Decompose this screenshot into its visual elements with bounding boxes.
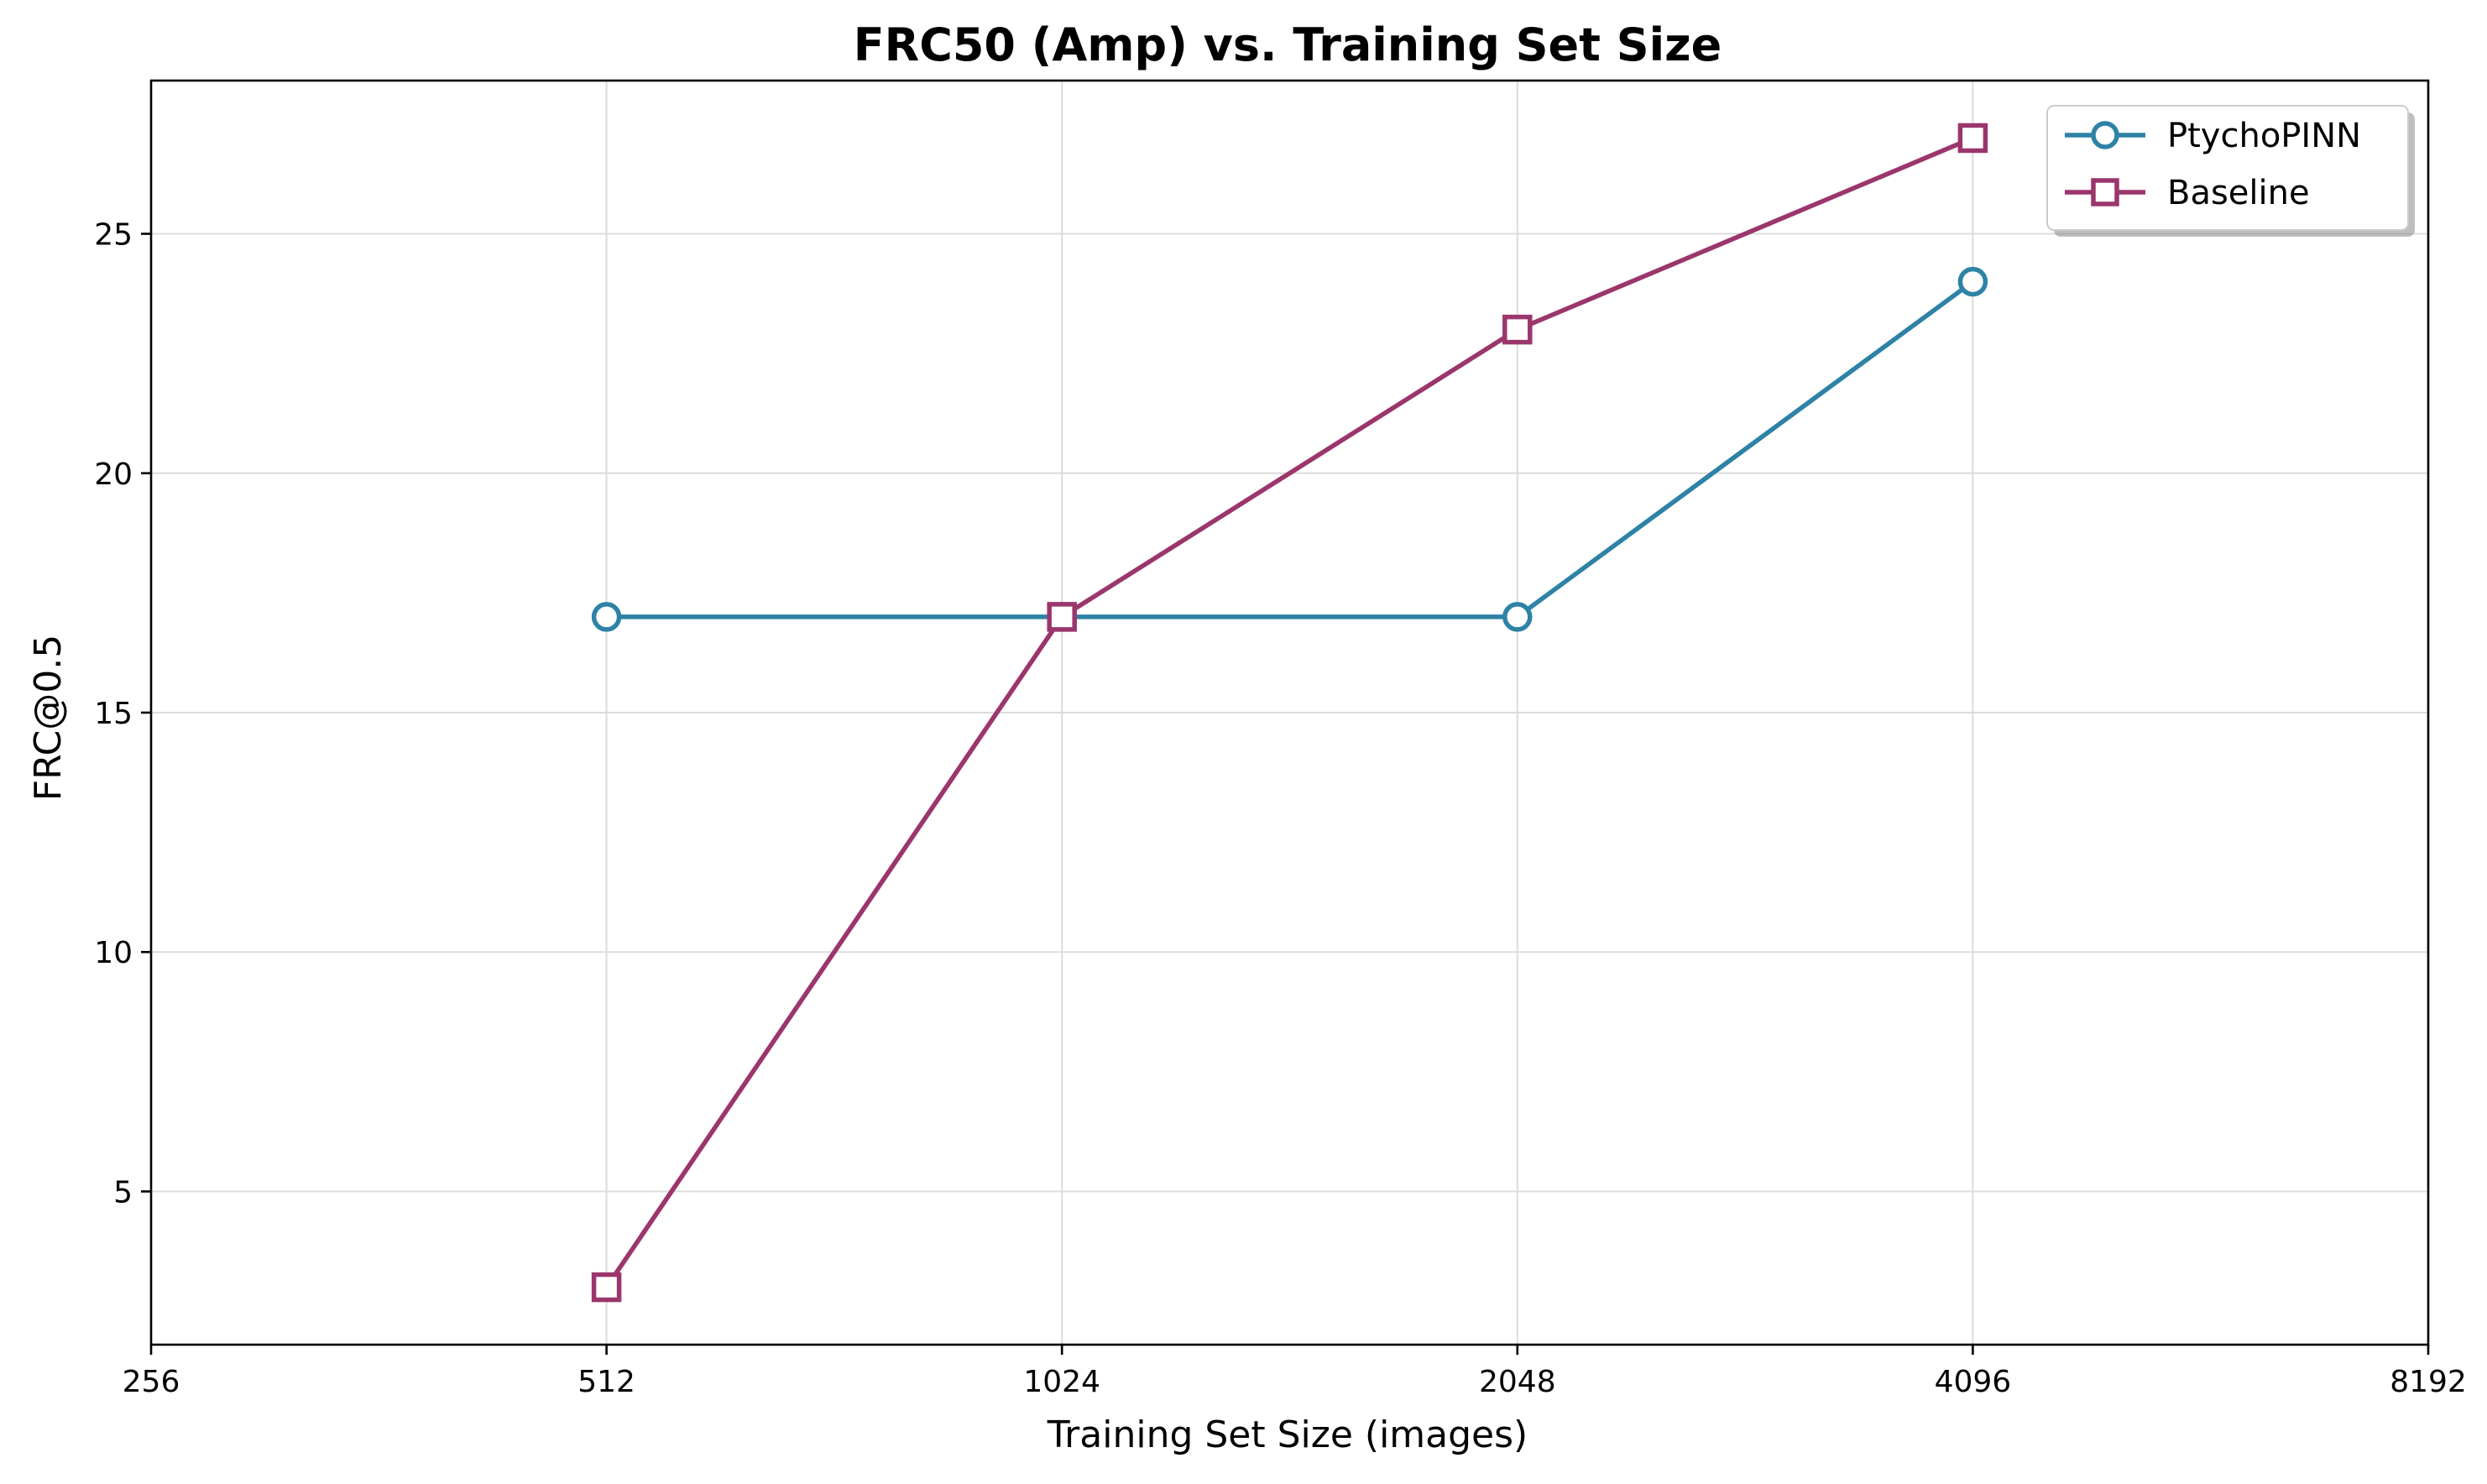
legend-marker-ptychopinn: [2091, 121, 2119, 149]
tick-layer: 256 512 1024 2048 4096 8192 5 10 15 20 25: [94, 218, 2467, 1399]
data-point-baseline[interactable]: [1957, 123, 1988, 154]
data-point-ptychopinn[interactable]: [1957, 266, 1988, 297]
legend-label-baseline: Baseline: [2167, 174, 2310, 212]
data-point-baseline[interactable]: [591, 1272, 622, 1303]
chart-title: FRC50 (Amp) vs. Training Set Size: [854, 18, 1722, 71]
legend[interactable]: PtychoPINN Baseline: [2046, 105, 2415, 237]
y-tick-label: 15: [94, 697, 133, 731]
y-tick-label: 10: [94, 936, 133, 970]
legend-item-ptychopinn[interactable]: PtychoPINN: [2065, 117, 2361, 155]
y-tick-label: 20: [94, 457, 133, 492]
series-line-ptychopinn: [603, 279, 1976, 619]
x-tick-label: 512: [577, 1365, 635, 1399]
x-tick-label: 8192: [2390, 1365, 2467, 1399]
x-tick-label: 1024: [1023, 1365, 1100, 1399]
x-axis-label: Training Set Size (images): [1047, 1413, 1528, 1456]
data-point-baseline[interactable]: [1047, 602, 1077, 632]
y-tick-label: 5: [113, 1175, 133, 1210]
data-point-baseline[interactable]: [1502, 314, 1533, 345]
legend-entries: PtychoPINN Baseline: [2065, 117, 2361, 212]
data-point-ptychopinn[interactable]: [591, 602, 622, 632]
series-baseline: [591, 123, 1988, 1303]
x-tick-label: 4096: [1935, 1365, 2012, 1399]
series-layer: [591, 123, 1988, 1303]
series-line-baseline: [603, 135, 1976, 1290]
x-tick-label: 256: [123, 1365, 180, 1399]
legend-marker-baseline: [2091, 178, 2119, 206]
legend-item-baseline[interactable]: Baseline: [2065, 174, 2310, 212]
y-axis-label: FRC@0.5: [27, 635, 70, 801]
legend-label-ptychopinn: PtychoPINN: [2167, 117, 2361, 155]
x-tick-label: 2048: [1479, 1365, 1556, 1399]
data-point-ptychopinn[interactable]: [1502, 602, 1533, 632]
y-tick-label: 25: [94, 218, 133, 253]
